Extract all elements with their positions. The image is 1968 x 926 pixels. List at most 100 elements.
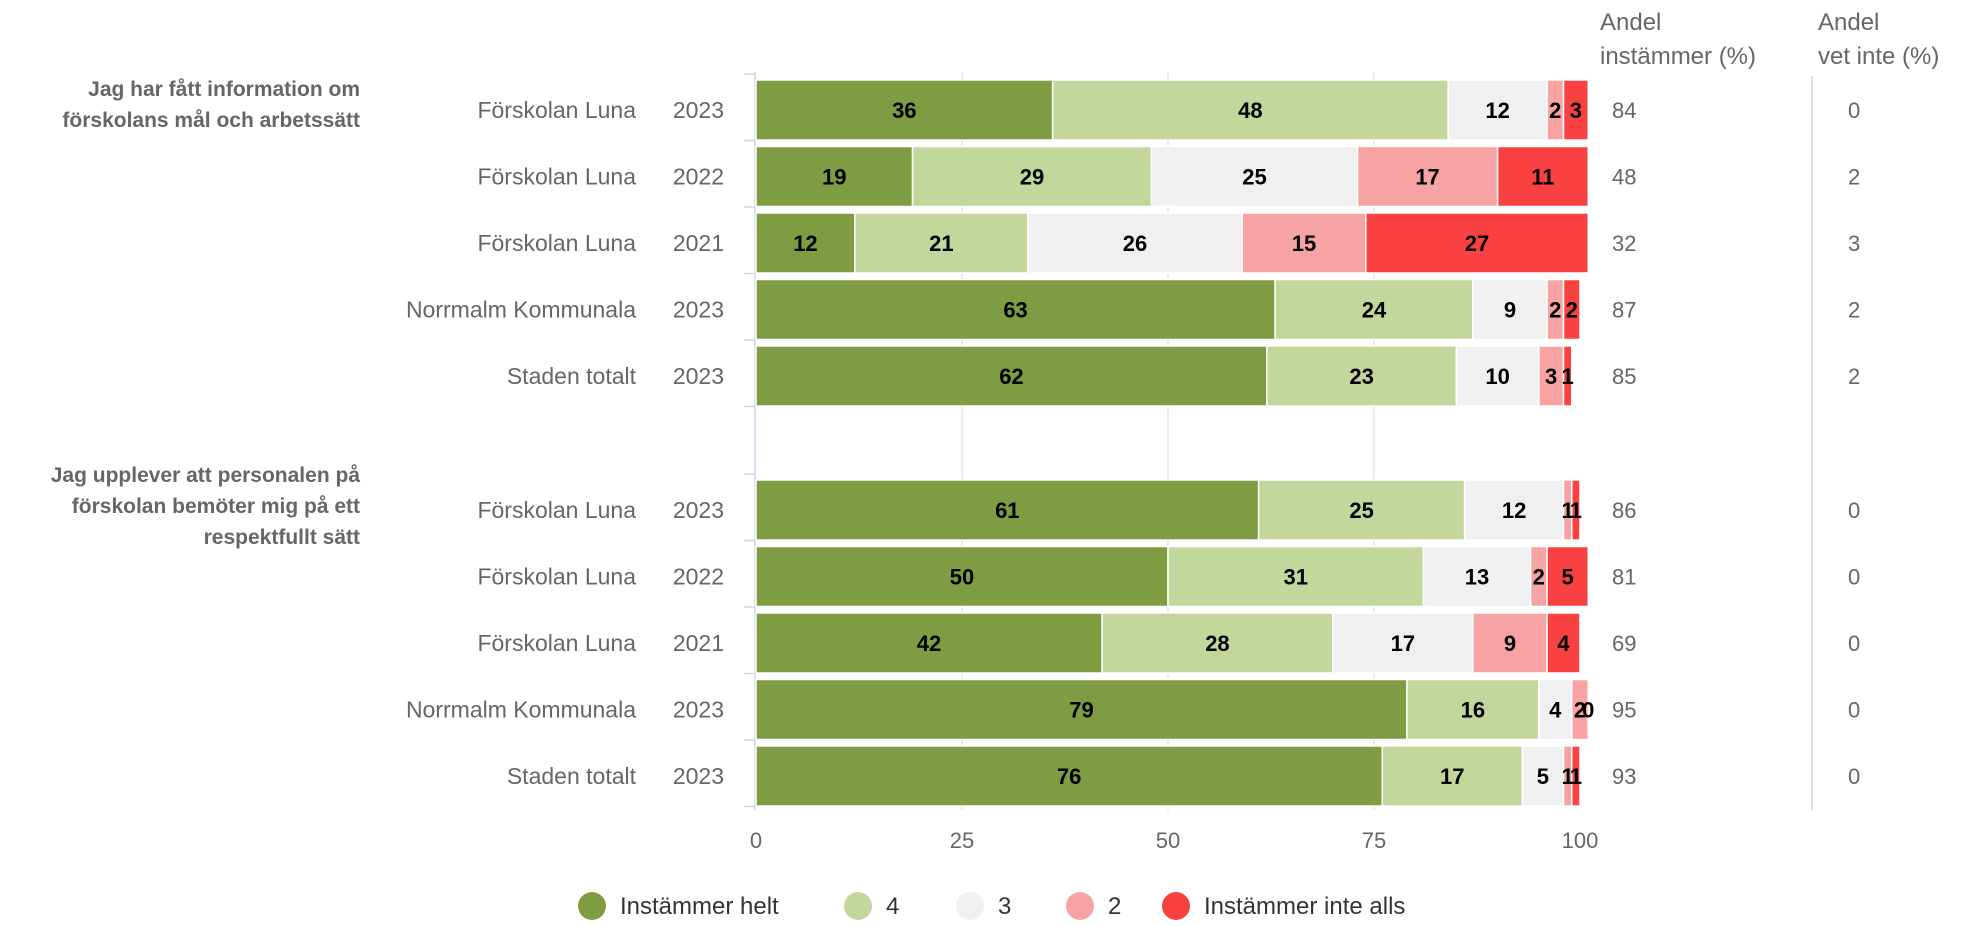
bar-segment (1571, 479, 1581, 541)
dont-know-value: 0 (1848, 698, 1860, 723)
bar-data-label: 76 (1057, 764, 1081, 789)
bar-segment (911, 145, 1153, 208)
bar-segment (1472, 278, 1548, 341)
x-tick-label: 100 (1562, 828, 1599, 853)
bar-data-label: 48 (1238, 98, 1262, 123)
row-year-label: 2023 (673, 497, 724, 523)
agree-value: 95 (1612, 698, 1636, 723)
bar-data-label: 5 (1562, 565, 1574, 590)
legend-item[interactable]: Instämmer inte alls (1162, 892, 1405, 920)
legend-label: Instämmer inte alls (1204, 893, 1405, 920)
bar-data-label: 25 (1242, 165, 1266, 190)
dont-know-value: 3 (1848, 231, 1860, 256)
legend-label: 3 (998, 893, 1011, 920)
row-unit-label: Norrmalm Kommunala (406, 297, 636, 323)
bar-data-label: 50 (950, 565, 974, 590)
bar-data-label: 17 (1391, 631, 1415, 656)
bar-data-label: 9 (1504, 631, 1516, 656)
row-unit-label: Förskolan Luna (477, 497, 636, 523)
bar-data-label: 4 (1549, 698, 1562, 723)
x-tick-label: 75 (1362, 828, 1386, 853)
legend-label: Instämmer helt (620, 893, 779, 920)
bar-segment (1167, 545, 1425, 608)
bar-data-label: 1 (1562, 364, 1574, 389)
bar-data-label: 1 (1562, 764, 1574, 789)
bar-segment (1027, 212, 1243, 274)
agree-value: 87 (1612, 298, 1636, 323)
bar-segment (1257, 479, 1466, 541)
legend-swatch (956, 892, 984, 920)
row-unit-label: Staden totalt (507, 763, 637, 789)
bar-data-label: 2 (1566, 298, 1578, 323)
bar-segment (854, 212, 1029, 274)
bar-data-label: 11 (1531, 165, 1554, 190)
legend-label: 2 (1108, 893, 1121, 920)
bar-segment (755, 79, 1054, 141)
bar-segment (1496, 145, 1589, 208)
bar-segment (1571, 678, 1589, 741)
bar-segment (1562, 79, 1589, 141)
bar-segment (1051, 79, 1449, 141)
agree-column-header: Andel (1600, 9, 1661, 36)
dont-know-value: 0 (1848, 565, 1860, 590)
bar-data-label: 16 (1461, 698, 1485, 723)
legend-item[interactable]: 4 (844, 892, 899, 920)
row-year-label: 2023 (673, 363, 724, 389)
row-year-label: 2022 (673, 564, 724, 590)
row-year-label: 2023 (673, 697, 724, 723)
row-year-label: 2021 (673, 630, 724, 656)
x-tick-label: 25 (950, 828, 974, 853)
question-label: respektfullt sätt (204, 526, 360, 549)
legend-swatch (578, 892, 606, 920)
row-year-label: 2022 (673, 164, 724, 190)
x-tick-label: 0 (750, 828, 762, 853)
bar-data-label: 19 (822, 165, 846, 190)
bar-data-label: 2 (1549, 98, 1561, 123)
row-unit-label: Förskolan Luna (477, 564, 636, 590)
bar-segment (1406, 678, 1540, 741)
row-year-label: 2023 (673, 763, 724, 789)
agree-value: 69 (1612, 631, 1636, 656)
agree-value: 81 (1612, 565, 1636, 590)
dont-know-value: 2 (1848, 165, 1860, 190)
bar-data-label: 1 (1562, 498, 1574, 523)
bar-data-label: 3 (1570, 98, 1582, 123)
bar-segment (1571, 745, 1581, 807)
bar-segment (755, 479, 1260, 541)
bar-segment (1381, 745, 1524, 807)
row-unit-label: Förskolan Luna (477, 230, 636, 256)
bar-data-label: 25 (1349, 498, 1373, 523)
legend-label: 4 (886, 893, 899, 920)
bar-data-label: 62 (999, 364, 1023, 389)
dont-know-value: 2 (1848, 364, 1860, 389)
legend-item[interactable]: 3 (956, 892, 1011, 920)
dont-know-column-header: Andel (1818, 9, 1879, 36)
bar-segment (755, 745, 1383, 807)
legend-swatch (1066, 892, 1094, 920)
bar-segment (1274, 278, 1474, 341)
legend-item[interactable]: 2 (1066, 892, 1121, 920)
bar-segment (1538, 345, 1565, 407)
legend-item[interactable]: Instämmer helt (578, 892, 779, 920)
bar-data-label: 0 (1582, 698, 1594, 723)
bar-data-label: 21 (929, 231, 953, 256)
bar-segment (755, 612, 1103, 674)
bar-data-label: 1 (1570, 498, 1582, 523)
agree-value: 48 (1612, 165, 1636, 190)
dont-know-value: 0 (1848, 631, 1860, 656)
dont-know-value: 0 (1848, 764, 1860, 789)
bar-segment (1356, 145, 1499, 208)
bar-segment (1447, 79, 1548, 141)
question-label: Jag har fått information om (88, 78, 360, 101)
row-unit-label: Staden totalt (507, 363, 637, 389)
bar-data-label: 5 (1537, 764, 1549, 789)
dont-know-column-header: vet inte (%) (1818, 43, 1939, 70)
x-tick-label: 50 (1156, 828, 1180, 853)
bar-segment (1463, 479, 1565, 541)
bar-data-label: 28 (1205, 631, 1229, 656)
bar-segment (755, 212, 856, 274)
bar-data-label: 9 (1504, 298, 1516, 323)
agree-value: 93 (1612, 764, 1636, 789)
dont-know-value: 2 (1848, 298, 1860, 323)
